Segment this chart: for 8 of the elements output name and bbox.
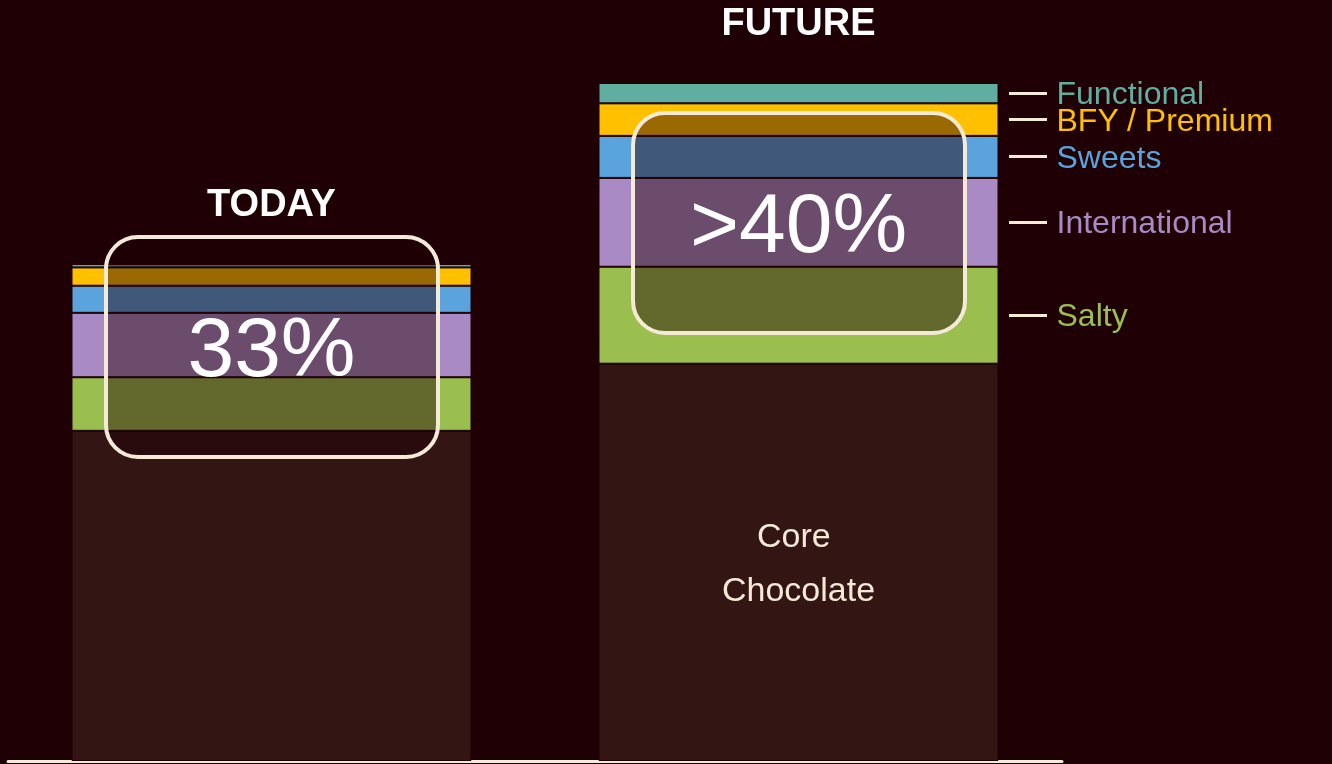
series-label: Salty xyxy=(1056,297,1128,334)
series-label: Core Chocolate xyxy=(721,516,876,609)
series-label: Sweets xyxy=(1056,138,1162,175)
annotation: 33% xyxy=(186,299,357,397)
series-label: International xyxy=(1056,204,1233,241)
x-tick-label: TODAY xyxy=(207,182,336,225)
x-tick-label: FUTURE xyxy=(721,1,876,43)
annotation: >40% xyxy=(688,175,909,273)
